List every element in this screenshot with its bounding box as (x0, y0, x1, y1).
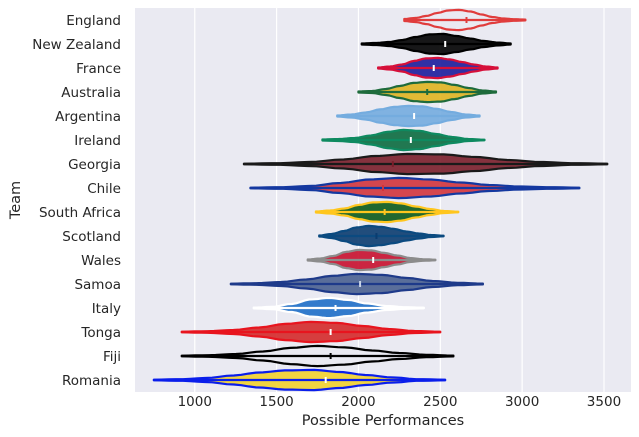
x-tick-labels: 1000 1500 2000 2500 3000 3500 (178, 394, 622, 410)
x-tick-label: 3000 (505, 394, 539, 410)
x-tick-label: 2000 (341, 394, 375, 410)
y-tick-label: Romania (62, 373, 121, 389)
violin-australia (357, 80, 498, 104)
violin-italy (252, 296, 425, 320)
violin-england (403, 8, 527, 32)
violin-georgia (242, 152, 609, 176)
violin-samoa (229, 272, 484, 296)
violins (152, 8, 609, 392)
violin-romania (152, 368, 447, 392)
violin-scotland (318, 224, 445, 248)
y-tick-label: Italy (92, 301, 121, 317)
y-tick-label: Australia (61, 85, 121, 101)
violin-ireland (321, 128, 486, 152)
y-tick-label: New Zealand (32, 37, 121, 53)
y-tick-label: Scotland (62, 229, 121, 245)
violin-tonga (180, 320, 442, 344)
y-tick-label: South Africa (39, 205, 121, 221)
violin-chile (249, 176, 581, 200)
y-tick-label: Fiji (103, 349, 121, 365)
violin-south-africa (314, 200, 460, 224)
violin-wales (306, 248, 437, 272)
violin-new-zealand (360, 32, 512, 56)
violin-france (377, 56, 499, 80)
x-tick-label: 1500 (259, 394, 293, 410)
y-tick-label: Georgia (68, 157, 121, 173)
violin-fiji (180, 344, 455, 368)
y-tick-label: England (66, 13, 121, 29)
y-tick-label: France (76, 61, 121, 77)
y-tick-label: Chile (87, 181, 121, 197)
y-axis-label: Team (8, 181, 24, 220)
x-axis-label: Possible Performances (302, 413, 464, 429)
y-tick-label: Argentina (55, 109, 121, 125)
y-tick-label: Tonga (80, 325, 121, 341)
y-tick-label: Samoa (74, 277, 121, 293)
y-tick-labels: England New Zealand France Australia Argenti… (32, 13, 121, 389)
x-tick-label: 3500 (587, 394, 621, 410)
violin-argentina (336, 104, 481, 128)
y-tick-label: Wales (81, 253, 121, 269)
y-tick-label: Ireland (74, 133, 121, 149)
x-tick-label: 2500 (423, 394, 457, 410)
x-tick-label: 1000 (178, 394, 212, 410)
